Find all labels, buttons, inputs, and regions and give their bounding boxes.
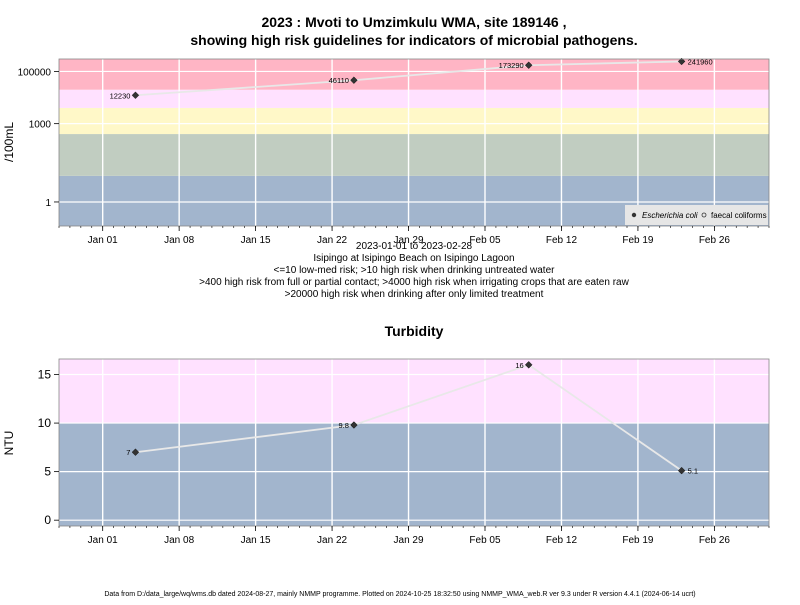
data-point: [131, 91, 140, 100]
x-tick-label: Jan 22: [317, 535, 347, 546]
ecoli-series: 12230 46110 173290 241960: [110, 57, 713, 100]
microbial-chart: 12230 46110 173290 241960 Jan 01 Jan 08 Jan 1…: [2, 57, 770, 300]
data-label: 7: [126, 448, 130, 457]
y-tick-label: 100000: [18, 67, 52, 78]
guideline-line-2: >400 high risk from full or partial cont…: [199, 277, 629, 288]
y-tick-label: 1: [45, 198, 51, 209]
risk-bands: [59, 59, 769, 226]
legend-marker-faecal: [701, 212, 707, 218]
x-tick-label: Jan 08: [164, 235, 194, 246]
risk-band: [59, 423, 769, 526]
data-point: [131, 448, 140, 456]
x-tick-label: Jan 29: [394, 235, 424, 246]
data-label: 5.1: [688, 467, 698, 476]
risk-band: [59, 89, 769, 108]
guideline-line-1: <=10 low-med risk; >10 high risk when dr…: [274, 265, 556, 276]
y-axis-label: NTU: [2, 431, 16, 456]
data-point: [524, 61, 533, 69]
date-range-label: 2023-01-01 to 2023-02-28: [356, 241, 473, 252]
plot-frame: [58, 58, 770, 227]
figure-title-line2: showing high risk guidelines for indicat…: [190, 32, 637, 48]
y-tick-label: 15: [38, 368, 52, 382]
legend-label-faecal: faecal coliforms: [711, 211, 767, 220]
y-tick-label: 0: [44, 513, 51, 527]
data-point: [524, 361, 533, 369]
y-axis-label: /100mL: [2, 122, 16, 162]
legend-box: [625, 205, 768, 225]
x-axis: Jan 01 Jan 08 Jan 15 Jan 22 Jan 29 Feb 05 Feb …: [58, 526, 770, 546]
y-tick-label: 10: [38, 416, 52, 430]
y-axis: 0 5 10 15: [38, 368, 59, 527]
turbidity-series: 7 9.8 16 5.1: [126, 361, 698, 476]
y-tick-label: 1000: [29, 120, 52, 131]
x-tick-label: Feb 26: [699, 235, 731, 246]
data-label: 9.8: [338, 421, 348, 430]
legend-marker-ecoli: [631, 212, 637, 218]
turbidity-title: Turbidity: [385, 323, 444, 339]
x-tick-label: Jan 15: [241, 535, 271, 546]
risk-band: [59, 359, 769, 424]
x-axis: Jan 01 Jan 08 Jan 15 Jan 22 Jan 29 Feb 05 Feb …: [58, 226, 770, 246]
grid-lines: [59, 59, 769, 226]
series-line: [135, 60, 682, 97]
x-tick-label: Jan 15: [241, 235, 271, 246]
x-tick-label: Feb 05: [469, 535, 501, 546]
series-line: [135, 363, 683, 472]
x-tick-label: Jan 29: [394, 535, 424, 546]
x-tick-label: Feb 05: [469, 235, 501, 246]
x-tick-label: Jan 22: [317, 235, 347, 246]
data-label: 16: [515, 361, 523, 370]
data-label: 173290: [499, 61, 524, 70]
data-point: [350, 421, 358, 429]
footer-note: Data from D:/data_large/wq/wms.db dated …: [104, 591, 695, 598]
risk-band: [59, 134, 769, 176]
x-tick-label: Feb 26: [699, 535, 731, 546]
data-label: 241960: [688, 57, 713, 66]
x-tick-label: Feb 19: [622, 535, 654, 546]
data-point: [677, 466, 686, 475]
x-tick-label: Jan 01: [88, 535, 118, 546]
guideline-line-3: >20000 high risk when drinking after onl…: [285, 289, 544, 300]
y-axis: 1 1000 100000: [18, 67, 59, 209]
data-point: [350, 76, 358, 84]
x-tick-label: Feb 19: [622, 235, 654, 246]
legend: Escherichia coli faecal coliforms: [625, 205, 768, 225]
data-label: 46110: [329, 76, 349, 85]
legend-label-ecoli: Escherichia coli: [642, 211, 698, 220]
grid-lines: [59, 359, 769, 526]
x-tick-label: Jan 01: [88, 235, 118, 246]
figure-title-line1: 2023 : Mvoti to Umzimkulu WMA, site 1891…: [262, 14, 567, 30]
x-tick-label: Feb 12: [546, 535, 578, 546]
risk-bands: [59, 359, 769, 526]
x-tick-label: Jan 08: [164, 535, 194, 546]
y-tick-label: 5: [44, 465, 51, 479]
risk-band: [59, 107, 769, 135]
x-tick-label: Feb 12: [546, 235, 578, 246]
plot-frame: [58, 358, 770, 527]
site-description: Isipingo at Isipingo Beach on Isipingo L…: [313, 253, 514, 264]
data-label: 12230: [110, 91, 131, 100]
data-point: [677, 57, 686, 66]
